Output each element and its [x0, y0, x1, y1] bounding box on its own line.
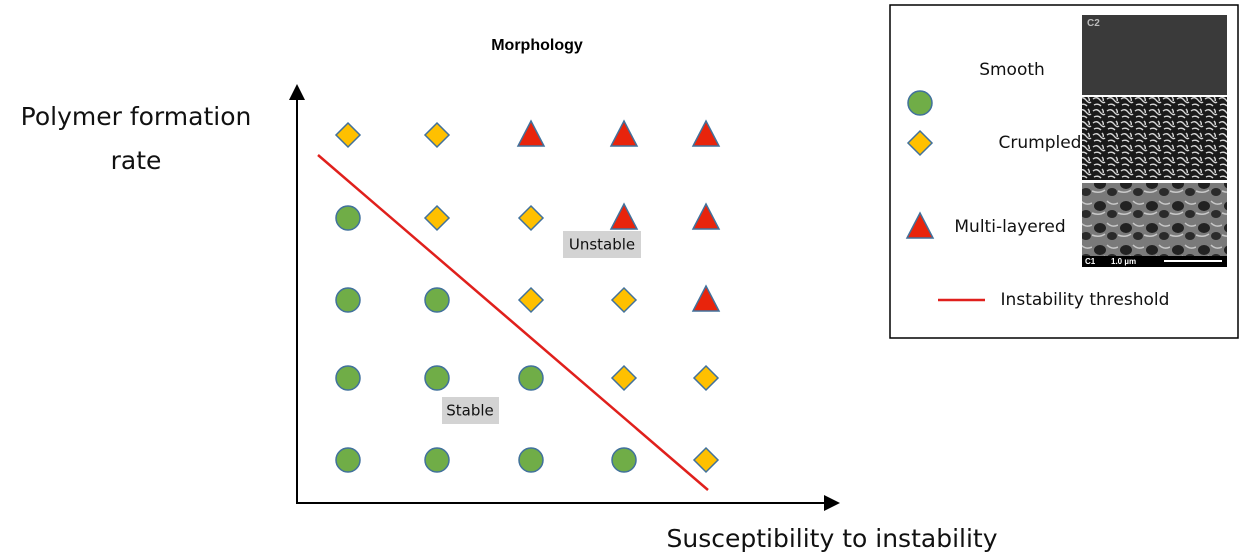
- title: Morphology: [491, 37, 583, 54]
- crumpled-marker: [610, 286, 638, 314]
- crumpled-marker: [423, 121, 451, 149]
- sem-image-multilayer: [1082, 183, 1227, 267]
- smooth-marker: [335, 287, 361, 313]
- threshold-line: [317, 154, 709, 491]
- multilayer-marker: [609, 202, 639, 230]
- crumpled-marker: [517, 286, 545, 314]
- smooth-marker: [518, 447, 544, 473]
- image-caption: C1: [1085, 257, 1096, 266]
- marker-grid: [334, 119, 721, 474]
- multilayer-marker: [516, 119, 546, 147]
- crumpled-marker: [517, 204, 545, 232]
- crumpled-marker: [423, 204, 451, 232]
- legend-icons: [905, 90, 935, 239]
- scale-strip: [1082, 256, 1227, 267]
- x-axis-label: Susceptibility to instability: [666, 524, 997, 553]
- crumpled-marker: [334, 121, 362, 149]
- legend-label: Multi-layered: [954, 217, 1065, 237]
- smooth-marker: [424, 447, 450, 473]
- multilayer-marker: [609, 119, 639, 147]
- smooth-marker: [611, 447, 637, 473]
- smooth-marker: [335, 365, 361, 391]
- smooth-marker: [907, 90, 933, 116]
- legend-label: Instability threshold: [1001, 290, 1170, 310]
- legend-label: Smooth: [979, 60, 1045, 80]
- multilayer-marker: [905, 211, 935, 239]
- crumpled-marker: [906, 129, 934, 157]
- unstable-label: Unstable: [569, 236, 635, 254]
- crumpled-marker: [692, 446, 720, 474]
- stable-label: Stable: [446, 402, 494, 420]
- sem-image-crumpled: [1082, 97, 1227, 180]
- scale-bar-label: 1.0 µm: [1111, 257, 1136, 266]
- crumpled-marker: [692, 364, 720, 392]
- region-label-bg: [442, 397, 499, 424]
- multilayer-marker: [691, 284, 721, 312]
- smooth-marker: [335, 447, 361, 473]
- multilayer-marker: [691, 119, 721, 147]
- legend-label: Crumpled: [999, 133, 1082, 153]
- y-axis-label: Polymer formation rate: [20, 102, 252, 175]
- multilayer-marker: [691, 202, 721, 230]
- image-caption: C2: [1087, 18, 1100, 29]
- crumpled-marker: [610, 364, 638, 392]
- sem-image-smooth: [1082, 15, 1227, 95]
- smooth-marker: [518, 365, 544, 391]
- smooth-marker: [335, 205, 361, 231]
- region-label-bg: [563, 231, 641, 258]
- smooth-marker: [424, 287, 450, 313]
- smooth-marker: [424, 365, 450, 391]
